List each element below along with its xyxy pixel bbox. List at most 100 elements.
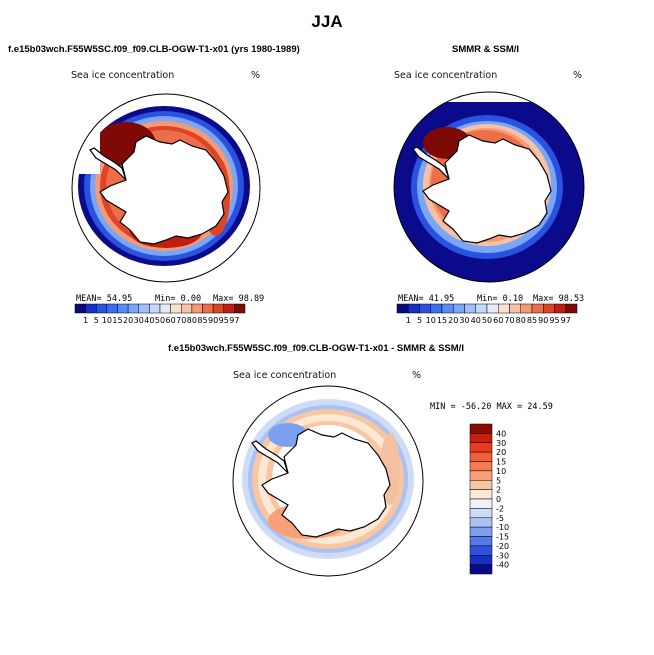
panel3-colorbar-swatch: [469, 498, 493, 509]
panel2-min: Min= 0.10: [477, 294, 524, 304]
panel1-colorbar-tick-label: 10: [102, 316, 112, 325]
panel3-colorbar-swatch: [469, 545, 493, 556]
panel1-colorbar-swatch: [127, 303, 139, 314]
panel2-colorbar-tick-label: 5: [417, 316, 422, 325]
panel2-case-title: SMMR & SSM/I: [452, 44, 520, 55]
panel1-colorbar-swatch: [181, 303, 193, 314]
panel1-colorbar-swatch: [138, 303, 150, 314]
panel3-map: [232, 385, 424, 577]
panel2-map-boundary: [393, 91, 585, 283]
panel2-colorbar-swatch: [554, 303, 566, 314]
panel2-colorbar-swatch: [475, 303, 488, 314]
panel3-colorbar-tick-label: -2: [496, 504, 504, 513]
panel3-colorbar-tick-label: -30: [496, 551, 509, 560]
panel3-field-label: Sea ice concentration: [233, 370, 337, 381]
panel2-colorbar-swatch: [509, 303, 521, 314]
panel3-colorbar-swatch: [469, 489, 493, 500]
panel1-colorbar-tick-label: 30: [134, 316, 144, 325]
panel2-colorbar-tick-label: 95: [549, 316, 559, 325]
panel1-colorbar-tick-label: 60: [166, 316, 176, 325]
panel1-field-label: Sea ice concentration: [71, 70, 175, 81]
panel3-colorbar-swatch: [469, 470, 493, 481]
panel3-colorbar-tick-label: 5: [496, 476, 501, 485]
panel2-colorbar-tick-label: 1: [406, 316, 411, 325]
panel1-colorbar-swatch: [106, 303, 118, 314]
panel1-max: Max= 98.89: [213, 294, 265, 304]
panel1-mean: MEAN= 54.95: [76, 294, 133, 304]
panel1-colorbar-swatch: [202, 303, 214, 314]
panel2-max: Max= 98.53: [533, 294, 585, 304]
panel1-colorbar-swatch: [212, 303, 224, 314]
panel1-map-boundary: [71, 93, 261, 283]
panel1-colorbar-swatch: [149, 303, 161, 314]
panel1-min: Min= 0.00: [155, 294, 202, 304]
panel2-colorbar-swatch: [396, 303, 409, 314]
panel1-colorbar-tick-label: 15: [112, 316, 122, 325]
panel2-colorbar-swatch: [486, 303, 499, 314]
panel1-colorbar-tick-label: 5: [94, 316, 99, 325]
panel2-colorbar-tick-label: 80: [516, 316, 526, 325]
figure-title: JJA: [311, 12, 343, 31]
panel3-colorbar-swatch: [469, 526, 493, 537]
panel1-colorbar-swatch: [117, 303, 129, 314]
panel2-colorbar-tick-label: 15: [437, 316, 447, 325]
panel2-colorbar-tick-label: 60: [493, 316, 503, 325]
panel3-colorbar-swatch: [469, 555, 493, 565]
panel2-colorbar-swatch: [419, 303, 431, 314]
panel1-colorbar-swatch: [85, 303, 97, 314]
panel1-map: [71, 93, 261, 283]
panel2-units: %: [573, 70, 583, 81]
panel3-colorbar-swatch: [469, 508, 493, 518]
panel3-map-boundary: [232, 385, 424, 577]
panel1-colorbar: 1 5 10 15 20 30 40 50 60 70 80 85 90 95 97: [74, 303, 246, 325]
panel1-colorbar-swatch: [96, 303, 108, 314]
panel1-colorbar-tick-label: 40: [144, 316, 154, 325]
panel1-units: %: [251, 70, 261, 81]
panel3-colorbar-swatch: [469, 480, 493, 490]
panel2-colorbar-tick-label: 50: [482, 316, 492, 325]
panel2-colorbar-swatch: [531, 303, 544, 314]
panel3-colorbar-swatch: [469, 442, 493, 453]
panel1-colorbar-swatch: [234, 303, 246, 314]
panel2-map: [393, 91, 585, 283]
panel3-colorbar-swatch: [469, 517, 493, 528]
panel2-colorbar-tick-label: 30: [459, 316, 469, 325]
panel1-case-title: f.e15b03wch.F55W5SC.f09_f09.CLB-OGW-T1-x…: [8, 44, 300, 55]
panel1-colorbar-tick-label: 85: [197, 316, 207, 325]
panel3-colorbar-swatch: [469, 423, 493, 434]
panel1-colorbar-swatch: [191, 303, 203, 314]
panel3-case-title: f.e15b03wch.F55W5SC.f09_f09.CLB-OGW-T1-x…: [168, 343, 464, 354]
panel2-colorbar-swatch: [441, 303, 454, 314]
panel3-colorbar-tick-label: -10: [496, 523, 509, 532]
panel1-colorbar-swatch: [223, 303, 235, 314]
panel3-colorbar-tick-label: 30: [496, 439, 506, 448]
panel3-colorbar-tick-label: -20: [496, 542, 509, 551]
panel1-colorbar-tick-label: 70: [176, 316, 186, 325]
panel1-colorbar-swatch: [170, 303, 182, 314]
panel1-colorbar-tick-label: 95: [219, 316, 229, 325]
panel1-colorbar-tick-label: 20: [123, 316, 133, 325]
panel2-colorbar-swatch: [498, 303, 510, 314]
panel2-field-label: Sea ice concentration: [394, 70, 498, 81]
panel2-colorbar-tick-label: 90: [538, 316, 548, 325]
panel3-units: %: [412, 370, 422, 381]
panel3-colorbar-tick-label: 2: [496, 486, 501, 495]
panel3-colorbar-tick-label: 15: [496, 458, 506, 467]
panel2-colorbar-tick-label: 40: [471, 316, 481, 325]
panel2-colorbar-tick-label: 97: [561, 316, 571, 325]
panel3-colorbar-tick-label: 20: [496, 448, 506, 457]
panel2-colorbar-tick-label: 20: [448, 316, 458, 325]
panel2-colorbar-swatch: [464, 303, 476, 314]
panel1-colorbar-tick-label: 50: [155, 316, 165, 325]
panel3-colorbar-swatch: [469, 433, 493, 443]
panel3-colorbar-tick-label: -15: [496, 533, 509, 542]
panel2-colorbar-tick-label: 70: [504, 316, 514, 325]
panel1-colorbar-swatch: [74, 303, 86, 314]
panel1-colorbar-swatch: [159, 303, 171, 314]
panel3-colorbar-tick-label: -40: [496, 561, 509, 570]
panel3-colorbar-tick-label: 0: [496, 495, 501, 504]
panel3-colorbar-swatch: [469, 536, 493, 547]
panel1-colorbar-tick-label: 90: [208, 316, 218, 325]
